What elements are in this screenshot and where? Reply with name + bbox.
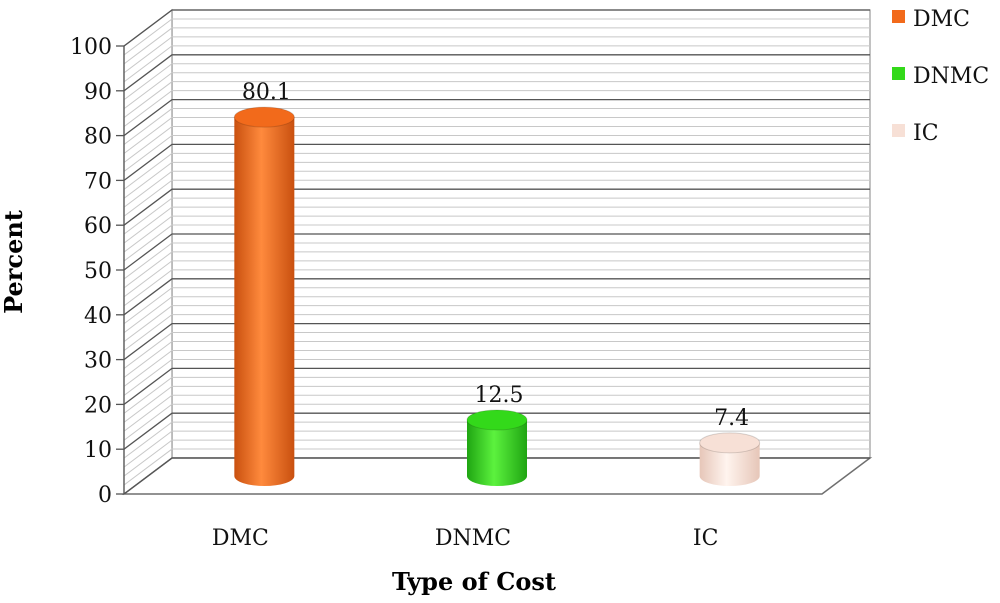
minor-gridline [123, 134, 870, 172]
major-gridline [123, 278, 870, 316]
minor-gridline [123, 27, 870, 65]
minor-gridline [123, 448, 870, 486]
y-tick-label: 90 [84, 80, 112, 105]
minor-gridline [123, 224, 870, 262]
minor-gridline [123, 72, 870, 110]
y-axis-title: Percent [0, 210, 28, 314]
major-gridline [123, 412, 870, 450]
x-axis-title: Type of Cost [392, 567, 556, 596]
bar-top [699, 432, 761, 454]
minor-gridline [123, 403, 870, 441]
major-gridline [123, 457, 870, 495]
y-tick-label: 0 [98, 483, 112, 508]
y-tick-label: 50 [84, 259, 112, 284]
y-tick-label: 30 [84, 349, 112, 374]
x-tick-label: IC [693, 526, 719, 551]
data-label: 80.1 [242, 80, 291, 105]
minor-gridline [123, 206, 870, 244]
bars: 80.1 12.5 7.4 [233, 80, 761, 487]
y-tick-label: 40 [84, 304, 112, 329]
bar-body [699, 442, 760, 487]
minor-gridline [123, 36, 870, 74]
legend-label: DNMC [913, 64, 989, 89]
legend-label: DMC [913, 7, 970, 32]
minor-gridline [123, 125, 870, 163]
minor-gridline [123, 90, 870, 128]
minor-gridline [123, 332, 870, 369]
minor-gridline [123, 242, 870, 280]
minor-gridline [123, 179, 870, 217]
bar-2 [699, 432, 761, 487]
major-gridline [123, 233, 870, 271]
bar-1 [466, 409, 528, 486]
minor-gridline [123, 215, 870, 253]
minor-gridline [123, 18, 870, 56]
minor-gridline [123, 305, 870, 343]
bar-0 [233, 106, 295, 486]
legend-swatch [892, 124, 905, 137]
y-tick-label: 10 [84, 438, 112, 463]
major-gridline [123, 367, 870, 405]
minor-gridline [123, 45, 870, 83]
y-tick-label: 60 [84, 214, 112, 239]
data-label: 12.5 [475, 383, 524, 408]
minor-gridline [123, 197, 870, 235]
minor-gridline [123, 376, 870, 414]
minor-gridline [123, 394, 870, 432]
minor-gridline [123, 430, 870, 468]
x-axis-tick-labels: DMC DNMC IC [212, 526, 719, 551]
bar-top [233, 106, 295, 128]
minor-gridline [123, 63, 870, 101]
minor-gridline [123, 161, 870, 199]
bar-body [467, 420, 527, 486]
minor-gridline [123, 349, 870, 387]
minor-gridline [123, 269, 870, 307]
bar-top [466, 409, 528, 431]
minor-gridline [123, 358, 870, 396]
major-gridline [123, 98, 870, 137]
major-gridline [123, 322, 870, 361]
major-gridline [123, 9, 870, 47]
gridlines [116, 9, 870, 495]
x-tick-label: DNMC [435, 526, 511, 551]
data-label: 7.4 [714, 406, 749, 431]
minor-gridline [123, 439, 870, 477]
y-tick-label: 20 [84, 393, 112, 418]
minor-gridline [123, 108, 870, 145]
legend-swatch [892, 67, 905, 80]
minor-gridline [123, 287, 870, 325]
major-gridline [123, 143, 870, 181]
major-gridline [123, 54, 870, 92]
legend: DMC DNMC IC [892, 7, 989, 146]
y-tick-label: 80 [84, 125, 112, 150]
minor-gridline [123, 170, 870, 208]
y-tick-label: 70 [84, 169, 112, 194]
minor-gridline [123, 296, 870, 334]
bar-body [234, 117, 295, 486]
minor-gridline [123, 341, 870, 378]
minor-gridline [123, 314, 870, 352]
minor-gridline [123, 81, 870, 119]
minor-gridline [123, 385, 870, 423]
minor-gridline [123, 260, 870, 298]
y-tick-label: 100 [70, 35, 112, 60]
minor-gridline [123, 152, 870, 190]
legend-swatch [892, 10, 905, 23]
legend-label: IC [913, 121, 939, 146]
y-axis-tick-labels: 0 10 20 30 40 50 60 70 80 90 100 [70, 35, 112, 508]
minor-gridline [123, 117, 870, 154]
minor-gridline [123, 251, 870, 289]
x-tick-label: DMC [212, 526, 269, 551]
minor-gridline [123, 421, 870, 459]
major-gridline [123, 188, 870, 226]
